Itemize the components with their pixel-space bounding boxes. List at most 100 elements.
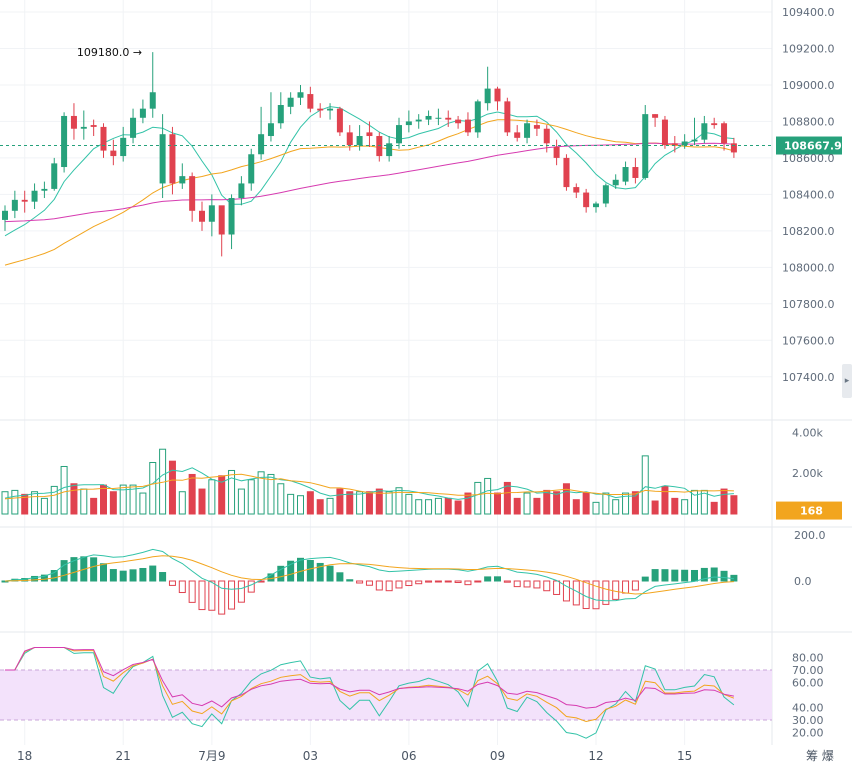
- candle-body: [317, 108, 324, 111]
- volume-bar: [523, 492, 531, 515]
- volume-bar: [228, 469, 236, 515]
- rsi-band-fill: [0, 670, 772, 720]
- candle-body: [602, 185, 609, 204]
- macd-bar: [494, 576, 501, 582]
- volume-bar: [543, 489, 551, 515]
- volume-bar: [533, 497, 541, 515]
- macd-bar: [681, 569, 689, 582]
- panel-expand-handle[interactable]: ▸: [842, 364, 852, 398]
- candle-body: [297, 92, 304, 98]
- macd-bar: [444, 580, 452, 583]
- time-tick-label: 03: [303, 749, 318, 763]
- candle-body: [80, 126, 87, 129]
- volume-bar: [434, 497, 442, 515]
- macd-bar: [119, 570, 127, 582]
- macd-bar: [297, 557, 304, 582]
- macd-bar: [40, 574, 48, 582]
- time-tick-label: 06: [401, 749, 416, 763]
- candle-body: [11, 199, 18, 211]
- volume-bar: [425, 499, 433, 515]
- candle-body: [622, 167, 629, 182]
- price-tick-label: 108400.0: [782, 188, 835, 201]
- volume-bar: [90, 497, 98, 515]
- macd-bar: [237, 580, 245, 603]
- macd-bar: [671, 569, 679, 582]
- price-tick-label: 107600.0: [782, 334, 835, 347]
- macd-bar: [356, 580, 364, 584]
- macd-bar: [31, 575, 39, 582]
- price-tick-label: 109200.0: [782, 42, 835, 55]
- macd-bar: [306, 559, 314, 582]
- macd-bar: [109, 569, 117, 582]
- volume-bar: [513, 497, 521, 515]
- macd-bar: [198, 580, 206, 611]
- volume-bar: [464, 492, 472, 515]
- macd-bar: [267, 573, 275, 582]
- volume-bar: [681, 499, 689, 515]
- macd-bar: [651, 569, 659, 582]
- price-axis: 108667.9 109400.0 109200.0 109000.0 108800.0…: [0, 6, 842, 384]
- macd-bar: [513, 580, 521, 588]
- candle-body: [415, 119, 422, 122]
- volume-bar: [385, 491, 393, 515]
- ma-long-line: [4, 142, 734, 223]
- candle-body: [189, 176, 196, 211]
- macd-bar: [454, 580, 462, 584]
- indicator-toolbar[interactable]: [0, 775, 852, 783]
- volume-bar: [572, 499, 580, 515]
- candle-body: [504, 101, 511, 133]
- candle-body: [356, 136, 363, 146]
- price-tick-label: 108600.0: [782, 152, 835, 165]
- candle-body: [287, 97, 294, 107]
- volume-bar: [484, 477, 492, 515]
- macd-tick-label: 0.0: [794, 575, 812, 588]
- candle-body: [642, 114, 649, 178]
- candle-body: [721, 123, 728, 144]
- candle-body: [435, 117, 442, 119]
- candle-body: [474, 101, 481, 133]
- candle-body: [691, 139, 698, 142]
- volume-bar: [100, 484, 107, 515]
- price-tick-label: 109400.0: [782, 6, 835, 19]
- candle-body: [336, 108, 343, 133]
- volume-bar: [631, 491, 639, 515]
- macd-bar: [287, 560, 295, 582]
- macd-bar: [178, 580, 186, 594]
- time-axis: 18 21 7月9 03 06 09 12 15 筹 爆: [17, 749, 834, 763]
- macd-bar: [100, 563, 107, 582]
- volume-bar: [356, 491, 364, 515]
- volume-bar: [375, 488, 383, 515]
- macd-bar: [336, 572, 344, 582]
- volume-bar: [612, 499, 620, 515]
- candle-body: [366, 132, 373, 137]
- volume-bar: [139, 492, 147, 515]
- candle-body: [514, 132, 521, 138]
- macd-bar: [691, 569, 698, 582]
- volume-bar: [21, 493, 29, 515]
- macd-bar: [395, 580, 403, 589]
- macd-bar: [543, 580, 551, 592]
- candle-body: [543, 128, 550, 144]
- macd-bar: [425, 580, 433, 583]
- candle-body: [445, 117, 452, 120]
- volume-bar: [622, 492, 630, 515]
- macd-bar: [277, 565, 285, 582]
- candle-body: [149, 92, 156, 109]
- volume-bar: [109, 491, 117, 515]
- macd-bar: [218, 580, 226, 615]
- candle-body: [681, 141, 688, 146]
- annotations: 109180.0 →: [77, 46, 142, 59]
- volume-bar: [257, 471, 265, 515]
- volume-bar: [553, 491, 561, 515]
- candle-body: [110, 150, 117, 157]
- candle-body: [100, 126, 107, 151]
- candle-body: [494, 88, 501, 102]
- candle-body: [484, 88, 491, 104]
- volume-current-label: 168: [800, 505, 823, 518]
- macd-bar: [326, 565, 334, 582]
- volume-bar: [40, 497, 48, 515]
- volume-bar: [188, 473, 196, 515]
- candle-body: [553, 146, 560, 158]
- candle-body: [455, 119, 462, 124]
